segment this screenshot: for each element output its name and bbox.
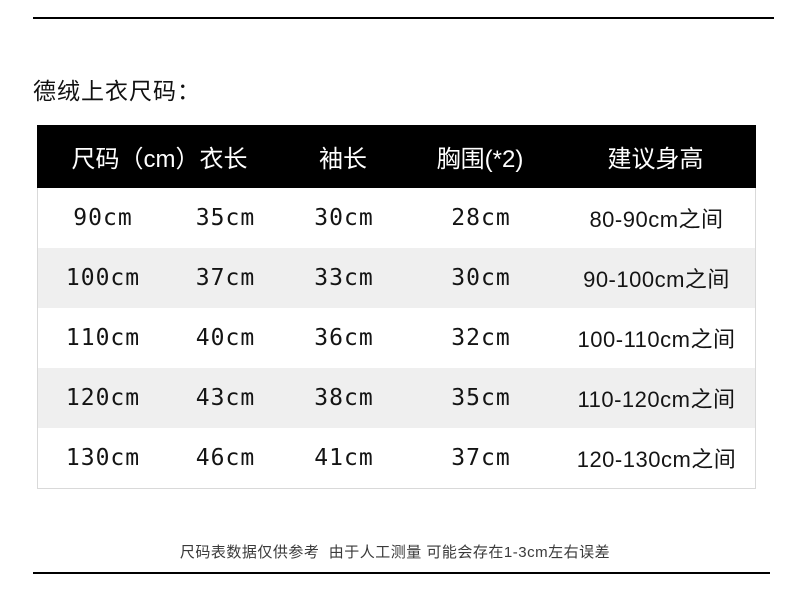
- disclaimer-note: 尺码表数据仅供参考 由于人工测量 可能会存在1-3cm左右误差: [179, 544, 611, 561]
- table-cell: 110-120cm之间: [577, 387, 736, 412]
- table-cell: 46cm: [195, 445, 256, 471]
- size-chart-table: 尺码（cm）衣长 袖长 胸围(*2) 建议身高 90cm 35cm 30cm 28cm…: [37, 125, 756, 489]
- table-body: 90cm 35cm 30cm 28cm 80-90cm之间 100cm 37cm 33cm 30…: [38, 188, 755, 488]
- table-cell: 35cm: [195, 205, 256, 231]
- table-header-row: 尺码（cm）衣长 袖长 胸围(*2) 建议身高: [37, 125, 756, 188]
- table-cell: 30cm: [314, 205, 374, 231]
- table-row: 130cm 46cm 41cm 37cm 120-130cm之间: [38, 428, 755, 488]
- table-cell: 100cm: [65, 265, 141, 291]
- table-cell: 41cm: [314, 445, 374, 471]
- page-title: 德绒上衣尺码：: [33, 78, 201, 104]
- table-cell: 37cm: [195, 265, 256, 291]
- header-length-label: 衣长: [199, 146, 248, 173]
- table-cell: 110cm: [65, 325, 141, 351]
- bottom-divider-line: [33, 572, 770, 574]
- table-row: 100cm 37cm 33cm 30cm 90-100cm之间: [38, 248, 755, 308]
- table-header-chest: 胸围(*2): [436, 146, 524, 173]
- table-cell: 130cm: [65, 445, 141, 471]
- table-cell: 38cm: [314, 385, 374, 411]
- table-cell: 35cm: [451, 385, 511, 411]
- table-cell: 30cm: [451, 265, 511, 291]
- table-header-recommended-height: 建议身高: [607, 146, 704, 173]
- table-cell: 120-130cm之间: [576, 447, 737, 472]
- table-cell: 37cm: [451, 445, 511, 471]
- table-cell: 33cm: [314, 265, 374, 291]
- table-cell: 120cm: [65, 385, 141, 411]
- table-header-size-and-length: 尺码（cm）衣长: [37, 139, 282, 174]
- table-row: 90cm 35cm 30cm 28cm 80-90cm之间: [38, 188, 755, 248]
- header-size-label: 尺码（cm）: [71, 146, 200, 173]
- table-cell: 90-100cm之间: [583, 267, 730, 292]
- table-cell: 28cm: [451, 205, 511, 231]
- top-divider-line: [33, 17, 774, 19]
- table-cell: 32cm: [451, 325, 511, 351]
- table-row: 110cm 40cm 36cm 32cm 100-110cm之间: [38, 308, 755, 368]
- table-cell: 40cm: [195, 325, 256, 351]
- table-cell: 36cm: [314, 325, 374, 351]
- table-row: 120cm 43cm 38cm 35cm 110-120cm之间: [38, 368, 755, 428]
- table-cell: 100-110cm之间: [577, 327, 736, 352]
- table-cell: 43cm: [195, 385, 256, 411]
- table-cell: 90cm: [73, 205, 133, 231]
- table-cell: 80-90cm之间: [589, 207, 724, 232]
- table-header-sleeve: 袖长: [319, 146, 367, 173]
